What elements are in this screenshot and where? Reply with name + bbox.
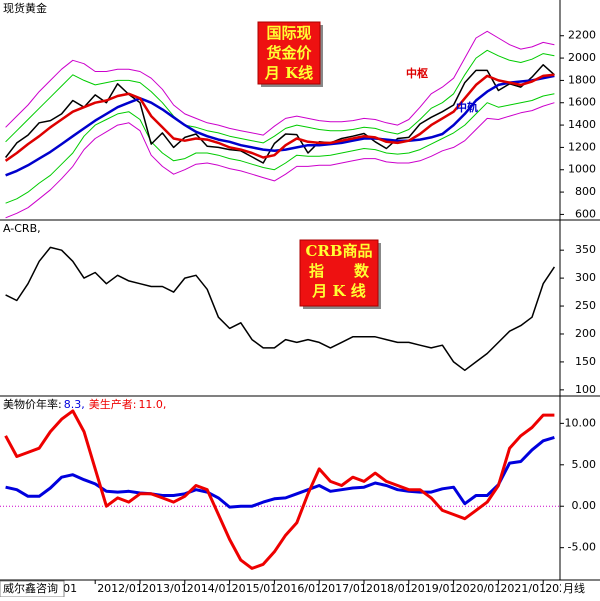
y-tick-label: 250 (575, 299, 596, 312)
x-unit-label: 月线 (563, 581, 585, 595)
annotation-text: 月 K 线 (311, 282, 365, 300)
x-tick-label: 2012/01 (97, 582, 143, 595)
y-tick-label: 1600 (568, 96, 596, 109)
plot-area (4, 409, 555, 570)
y-tick-label: 800 (575, 185, 596, 198)
y-tick-label: 2200 (568, 29, 596, 42)
y-tick-label: 350 (575, 243, 596, 256)
y-tick-label: 200 (575, 327, 596, 340)
x-tick-label: 2014/01 (187, 582, 233, 595)
annotation-text: 货金价 (266, 44, 312, 62)
series-line (5, 30, 555, 136)
series-label: 中轨 (456, 100, 478, 114)
unit-bg (561, 581, 600, 597)
x-tick-label: 2016/01 (276, 582, 322, 595)
y-tick-label: 5.00 (572, 458, 597, 471)
x-tick-label: 2013/01 (142, 582, 188, 595)
plot-area (5, 246, 556, 372)
annotation-text: 国际现 (266, 24, 311, 42)
y-tick-label: 600 (575, 207, 596, 220)
x-tick-label: 2020/01 (456, 582, 502, 595)
y-tick-label: -5.00 (568, 541, 596, 554)
legend-name: 美生产者: (89, 397, 137, 411)
series-line (5, 246, 556, 372)
series-line (5, 64, 555, 164)
source: 威尔鑫咨询 (3, 581, 58, 595)
y-tick-label: 1800 (568, 73, 596, 86)
x-tick-label: 2017/01 (321, 582, 367, 595)
annotation-box (257, 21, 321, 85)
series-line (5, 102, 555, 219)
legend-value: 8.3, (64, 398, 85, 411)
annotation-box (299, 239, 379, 307)
series-label: 中枢 (406, 66, 428, 80)
x-tick-label: 2015/01 (232, 582, 278, 595)
series-line (5, 93, 555, 204)
panel-title: A-CRB, (3, 222, 41, 235)
annotation-text: CRB商品 (305, 242, 372, 260)
legend-value: 11.0, (138, 398, 166, 411)
y-tick-label: 1200 (568, 140, 596, 153)
y-tick-label: 0.00 (572, 499, 597, 512)
panel-title: 现货黄金 (3, 1, 47, 15)
y-tick-label: 1400 (568, 118, 596, 131)
series-line (5, 435, 555, 509)
series-line (4, 409, 555, 570)
y-tick-label: 1000 (568, 163, 596, 176)
series-line (4, 73, 555, 162)
y-tick-label: 150 (575, 355, 596, 368)
annotation-text: 指 数 (309, 262, 370, 280)
series-line (5, 49, 555, 144)
y-tick-label: 100 (575, 383, 596, 396)
y-tick-label: 2000 (568, 51, 596, 64)
x-tick-label: 2018/01 (366, 582, 412, 595)
legend-name: 美物价年率: (3, 397, 62, 411)
y-tick-label: 300 (575, 271, 596, 284)
x-tick-label: 2019/01 (411, 582, 457, 595)
plot-area (4, 30, 555, 219)
annotation-text: 月 K线 (264, 64, 313, 82)
y-tick-label: 10.00 (565, 416, 597, 429)
x-tick-label: 2021/01 (500, 582, 546, 595)
